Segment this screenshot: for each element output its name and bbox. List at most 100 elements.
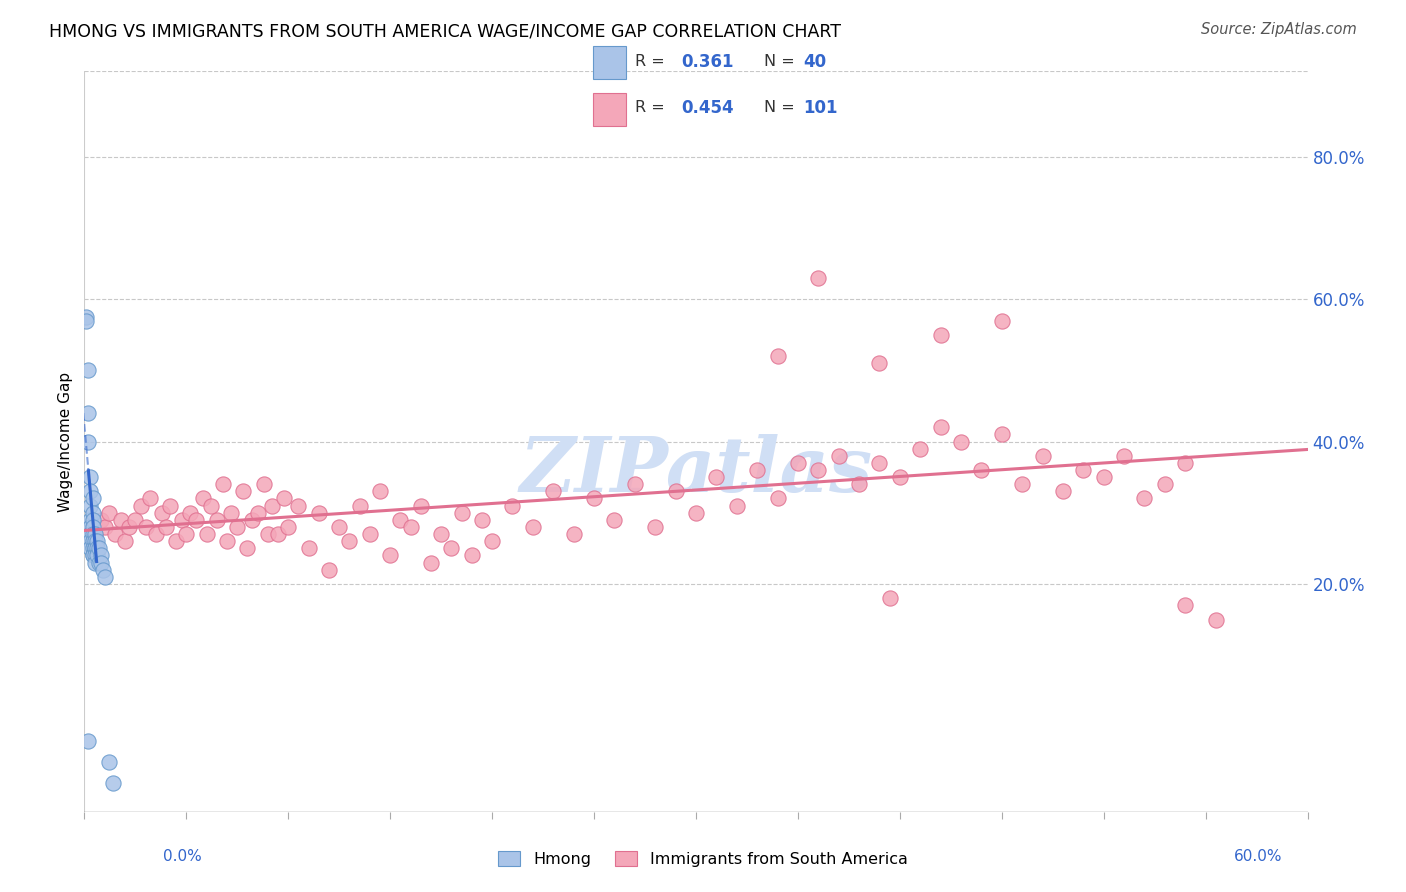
Point xyxy=(287,499,309,513)
Text: ZIPatlas: ZIPatlas xyxy=(519,434,873,508)
Point xyxy=(471,513,494,527)
Point xyxy=(879,591,901,606)
Point xyxy=(118,520,141,534)
Point xyxy=(82,534,104,549)
Point xyxy=(77,733,100,747)
Point xyxy=(430,527,453,541)
Point xyxy=(583,491,606,506)
Point xyxy=(869,356,891,370)
Point xyxy=(75,313,97,327)
Point xyxy=(79,534,101,549)
Point xyxy=(93,520,115,534)
Point xyxy=(409,499,432,513)
Point xyxy=(481,534,503,549)
Point xyxy=(82,541,104,556)
Point xyxy=(644,520,666,534)
Point xyxy=(174,527,197,541)
Point xyxy=(522,520,544,534)
Point xyxy=(240,513,263,527)
Point xyxy=(766,349,789,363)
Point xyxy=(273,491,295,506)
Point xyxy=(747,463,769,477)
Text: N =: N = xyxy=(763,54,800,70)
Legend: Hmong, Immigrants from South America: Hmong, Immigrants from South America xyxy=(492,845,914,873)
Point xyxy=(318,563,340,577)
Text: 101: 101 xyxy=(803,99,838,117)
Point xyxy=(562,527,585,541)
Point xyxy=(101,776,124,790)
Point xyxy=(82,513,104,527)
Text: R =: R = xyxy=(634,101,669,115)
Point xyxy=(82,549,104,563)
Point xyxy=(1032,449,1054,463)
Point xyxy=(260,499,283,513)
Point xyxy=(603,513,626,527)
Point xyxy=(807,463,830,477)
Point xyxy=(217,534,239,549)
FancyBboxPatch shape xyxy=(593,93,627,126)
Point xyxy=(145,527,167,541)
Point xyxy=(135,520,157,534)
Text: 0.0%: 0.0% xyxy=(163,849,202,864)
Point xyxy=(889,470,911,484)
Point xyxy=(77,434,100,449)
Point xyxy=(991,313,1014,327)
Point xyxy=(91,563,114,577)
Point xyxy=(104,527,127,541)
FancyBboxPatch shape xyxy=(593,46,627,78)
Point xyxy=(991,427,1014,442)
Point xyxy=(502,499,524,513)
Point xyxy=(399,520,422,534)
Point xyxy=(82,491,104,506)
Point xyxy=(1114,449,1136,463)
Point xyxy=(79,499,101,513)
Point xyxy=(450,506,472,520)
Point xyxy=(246,506,269,520)
Point xyxy=(179,506,201,520)
Text: 40: 40 xyxy=(803,53,827,70)
Point xyxy=(212,477,235,491)
Point xyxy=(131,499,153,513)
Point xyxy=(440,541,463,556)
Point xyxy=(349,499,371,513)
Point xyxy=(1205,613,1227,627)
Text: 60.0%: 60.0% xyxy=(1234,849,1282,864)
Point xyxy=(624,477,647,491)
Point xyxy=(82,506,104,520)
Point xyxy=(195,527,218,541)
Point xyxy=(665,484,688,499)
Point xyxy=(308,506,330,520)
Point xyxy=(77,363,100,377)
Point xyxy=(90,549,112,563)
Point xyxy=(1092,470,1115,484)
Point xyxy=(82,520,104,534)
Point xyxy=(83,541,105,556)
Point xyxy=(165,534,187,549)
Point xyxy=(359,527,381,541)
Point xyxy=(328,520,350,534)
Point xyxy=(138,491,160,506)
Point xyxy=(97,506,120,520)
Point xyxy=(706,470,728,484)
Point xyxy=(389,513,412,527)
Text: 0.454: 0.454 xyxy=(681,99,734,117)
Point xyxy=(93,570,115,584)
Point xyxy=(86,541,108,556)
Point xyxy=(77,406,100,420)
Point xyxy=(114,534,136,549)
Point xyxy=(257,527,280,541)
Point xyxy=(97,755,120,769)
Point xyxy=(87,556,110,570)
Point xyxy=(420,556,443,570)
Point xyxy=(1073,463,1095,477)
Point xyxy=(807,270,830,285)
Point xyxy=(83,541,105,556)
Point xyxy=(970,463,993,477)
Point xyxy=(1133,491,1156,506)
Point xyxy=(86,534,108,549)
Point xyxy=(1174,599,1197,613)
Point xyxy=(226,520,249,534)
Point xyxy=(82,527,104,541)
Text: Source: ZipAtlas.com: Source: ZipAtlas.com xyxy=(1201,22,1357,37)
Point xyxy=(205,513,228,527)
